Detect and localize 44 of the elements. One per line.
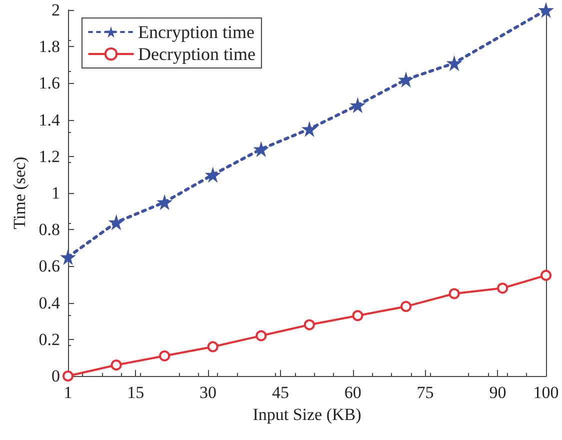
y-tick-label: 0.4 [38,293,60,312]
y-tick-label: 0 [52,366,60,386]
x-tick-label: 30 [200,383,217,402]
point [256,330,267,342]
x-tick-label: 60 [344,383,362,402]
y-tick-label: 1.2 [38,146,60,166]
point [497,282,508,294]
y-tick-label: 1.8 [38,37,60,56]
point [446,55,462,72]
point [108,214,124,230]
y-tick-label: 1.4 [38,110,60,130]
point [204,166,221,183]
point [62,370,74,382]
y-tick-label: 1 [52,184,60,202]
legend-label: Encryption time [138,22,254,42]
point [350,97,366,114]
point [540,270,552,281]
point [159,350,170,362]
x-axis-title: Input Size (KB) [252,405,362,424]
point [60,249,76,266]
point [304,319,315,330]
point [110,360,122,371]
y-tick-label: 0.6 [38,256,60,276]
point [400,300,412,312]
y-axis-title: Time (sec) [10,156,29,230]
x-tick-label: 90 [489,383,506,402]
x-tick-label: 1 [64,383,72,402]
point [538,2,554,18]
y-tick-label: 0.8 [38,220,60,240]
legend-label: Decryption time [138,44,256,64]
y-tick-label: 0.2 [38,330,60,349]
point [352,310,364,322]
x-tick-label: 15 [127,383,144,402]
y-tick-label: 1.6 [38,74,60,93]
point [448,288,460,300]
point [207,341,218,352]
point [253,141,270,158]
point [156,194,173,210]
x-tick-label: 45 [272,383,289,402]
x-tick-label: 75 [416,383,434,402]
x-tick-label: 100 [533,383,559,402]
point [398,72,414,88]
y-tick-label: 2 [52,0,60,20]
point [301,120,318,137]
